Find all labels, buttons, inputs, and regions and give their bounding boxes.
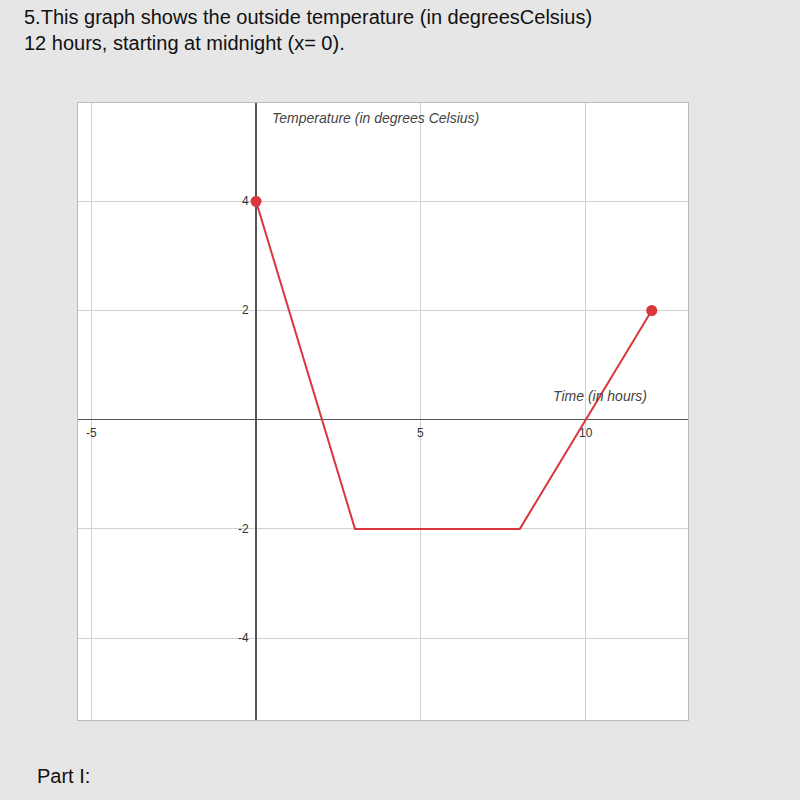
svg-text:5.This graph shows the outside: 5.This graph shows the outside temperatu… — [24, 6, 592, 54]
svg-text:Time (in hours): Time (in hours) — [553, 388, 647, 404]
svg-text:10: 10 — [579, 426, 593, 440]
svg-text:-5: -5 — [86, 426, 97, 440]
svg-text:2: 2 — [242, 303, 249, 317]
svg-text:-2: -2 — [238, 522, 249, 536]
svg-text:Part I:: Part I: — [37, 765, 90, 787]
svg-text:4: 4 — [242, 194, 249, 208]
svg-text:5: 5 — [417, 426, 424, 440]
svg-text:Temperature (in degrees Celsiu: Temperature (in degrees Celsius) — [272, 110, 479, 126]
svg-text:-4: -4 — [238, 631, 249, 645]
